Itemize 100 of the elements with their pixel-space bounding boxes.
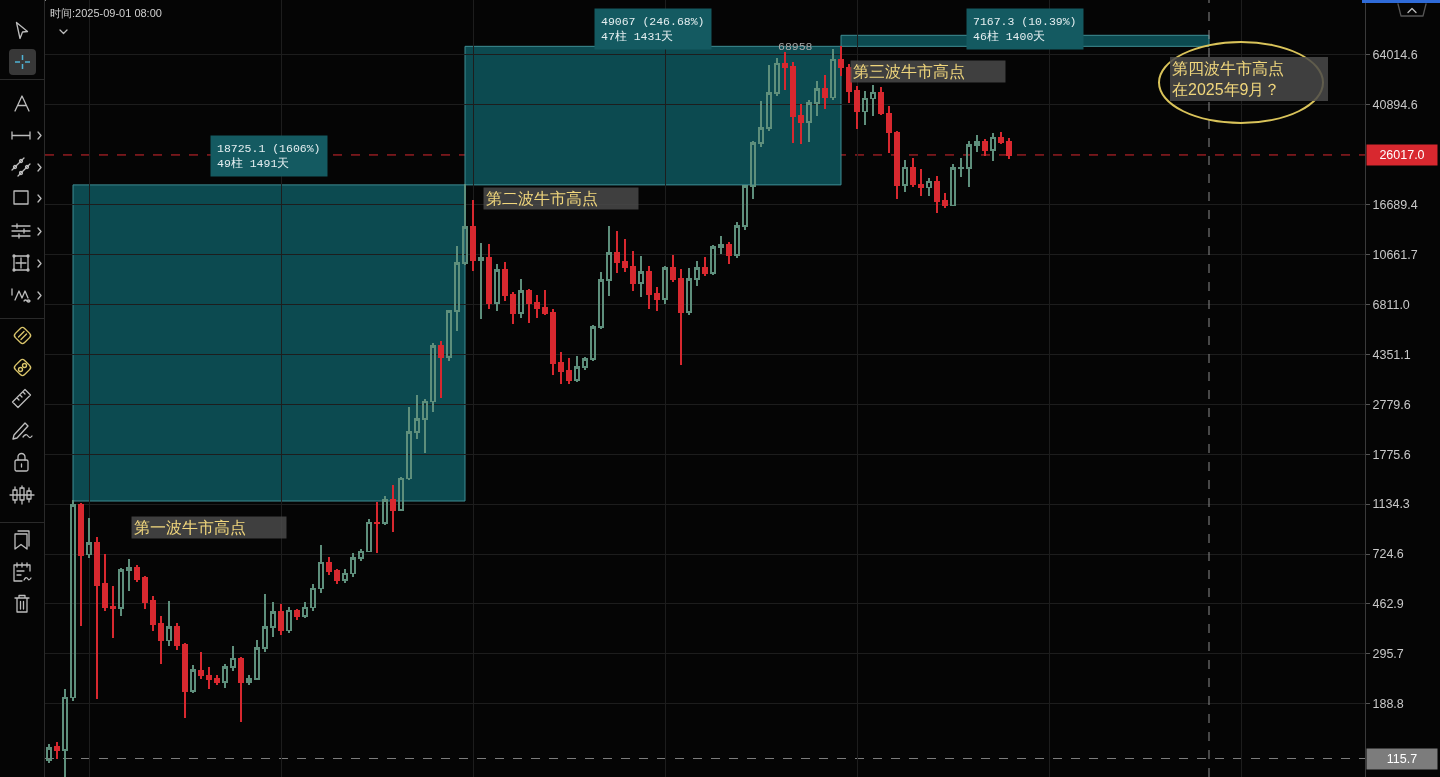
candlestick: [630, 251, 636, 291]
candlestick: [390, 485, 396, 532]
candlestick: [574, 356, 580, 382]
candlestick: [470, 200, 476, 271]
y-tick-label: 4351.1: [1372, 347, 1411, 362]
candlestick: [758, 101, 764, 147]
candlestick: [142, 576, 148, 609]
candlestick: [686, 268, 692, 315]
candlestick: [110, 586, 116, 639]
candlestick: [854, 86, 860, 130]
candlestick: [918, 169, 924, 196]
annotation: 第二波牛市高点: [486, 190, 598, 207]
candlestick: [166, 601, 172, 646]
candlestick: [438, 340, 444, 398]
candlestick: [502, 262, 508, 301]
candlestick: [734, 222, 740, 258]
y-tick-label: 16689.4: [1372, 197, 1418, 212]
candlestick: [190, 665, 196, 693]
candlestick: [174, 623, 180, 651]
candlestick: [822, 75, 828, 109]
band-label: 49067 (246.68%) 47柱 1431天: [601, 15, 705, 43]
candlestick: [694, 261, 700, 286]
candlestick: [942, 192, 948, 208]
candlestick: [222, 664, 228, 689]
candlestick: [870, 85, 876, 117]
y-tick-label: 724.6: [1372, 547, 1404, 562]
candlestick: [606, 226, 612, 296]
candlestick: [206, 667, 212, 689]
candlestick: [838, 45, 844, 76]
candlestick: [286, 607, 292, 633]
annotation: 时间:2025-09-01 08:00: [50, 7, 162, 19]
candlestick: [534, 295, 540, 318]
y-tick-label: 10661.7: [1372, 247, 1418, 262]
y-tick-label: 295.7: [1372, 647, 1404, 662]
candlestick: [862, 91, 868, 125]
candlestick: [342, 568, 348, 583]
candlestick: [198, 651, 204, 680]
candlestick: [886, 106, 892, 153]
y-tick-label: 188.8: [1372, 697, 1404, 712]
candlestick: [926, 178, 932, 196]
candlestick: [670, 255, 676, 282]
candlestick: [238, 656, 244, 722]
candlestick: [350, 553, 356, 577]
candlestick: [654, 287, 660, 311]
candlestick: [278, 604, 284, 636]
candlestick: [398, 476, 404, 512]
candlestick: [782, 52, 788, 90]
candlestick: [806, 99, 812, 143]
candlestick: [542, 289, 548, 315]
candlestick: [614, 231, 620, 273]
candlestick: [310, 584, 316, 612]
candlestick: [382, 495, 388, 525]
candlestick: [270, 601, 276, 637]
candlestick: [318, 544, 324, 593]
candlestick: [62, 689, 68, 777]
candlestick: [118, 568, 124, 616]
candlestick: [846, 63, 852, 103]
y-tick-label: 2779.6: [1372, 397, 1411, 412]
candlestick: [526, 289, 532, 323]
candlestick: [974, 134, 980, 152]
candlestick: [414, 395, 420, 439]
candlestick: [334, 569, 340, 584]
candlestick: [406, 407, 412, 480]
candlestick: [590, 325, 596, 361]
candlestick: [150, 595, 156, 632]
candlestick: [230, 646, 236, 672]
candlestick: [214, 675, 220, 685]
y-tick-label: 1134.3: [1372, 497, 1410, 512]
candlestick: [454, 246, 460, 331]
candlestick: [462, 184, 468, 265]
candlestick: [766, 64, 772, 131]
candlestick: [678, 269, 684, 365]
candlestick: [638, 256, 644, 297]
annotation: 第四波牛市高点在2025年9月？: [1170, 57, 1328, 101]
ref-line-label: 26017.0: [1379, 148, 1425, 162]
candlestick: [518, 279, 524, 318]
candlestick: [94, 537, 100, 699]
annotation: 第一波牛市高点: [134, 519, 246, 536]
band-label: 18725.1 (1606%) 49柱 1491天: [217, 142, 321, 170]
ref-line-label: 115.7: [1386, 752, 1418, 766]
candlestick: [566, 358, 572, 384]
candlestick: [790, 62, 796, 143]
y-tick-label: 1775.6: [1372, 447, 1411, 462]
candlestick: [998, 131, 1004, 144]
candlestick: [990, 133, 996, 162]
candlestick: [742, 184, 748, 231]
candlestick: [830, 48, 836, 100]
candlestick: [646, 266, 652, 309]
candlestick: [86, 518, 92, 558]
candlestick: [358, 548, 364, 561]
candlestick: [598, 272, 604, 329]
y-tick-label: 40894.6: [1372, 97, 1418, 112]
candlestick: [326, 556, 332, 576]
annotation: 68958: [778, 40, 813, 53]
candlestick: [102, 554, 108, 611]
candlestick: [46, 743, 52, 763]
candlestick: [294, 608, 300, 621]
candlestick: [54, 742, 60, 759]
candlestick: [158, 616, 164, 664]
candlestick: [246, 675, 252, 686]
